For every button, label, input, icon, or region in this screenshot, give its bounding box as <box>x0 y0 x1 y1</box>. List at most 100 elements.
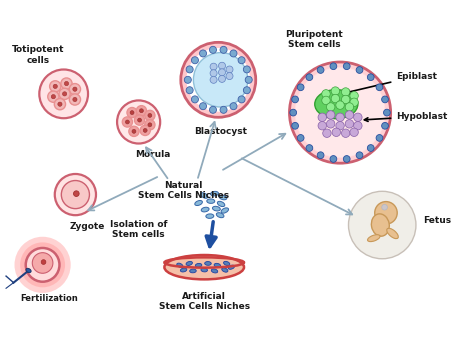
Circle shape <box>186 48 250 112</box>
Circle shape <box>336 101 344 109</box>
Circle shape <box>290 109 297 116</box>
Circle shape <box>292 96 299 103</box>
Text: Pluripotent
Stem cells: Pluripotent Stem cells <box>285 30 343 49</box>
Text: Epiblast: Epiblast <box>346 71 438 94</box>
Circle shape <box>59 88 70 100</box>
Circle shape <box>210 76 217 83</box>
Circle shape <box>306 74 313 81</box>
Circle shape <box>61 180 90 209</box>
Circle shape <box>41 260 46 264</box>
Text: Hypoblast: Hypoblast <box>365 112 447 121</box>
Circle shape <box>200 50 207 57</box>
Circle shape <box>382 96 388 103</box>
Circle shape <box>63 92 67 96</box>
Ellipse shape <box>195 201 202 205</box>
Ellipse shape <box>195 263 202 267</box>
Circle shape <box>238 57 245 64</box>
Circle shape <box>375 202 397 224</box>
Circle shape <box>219 62 226 69</box>
Circle shape <box>127 108 137 118</box>
Circle shape <box>139 109 144 113</box>
Circle shape <box>137 105 146 116</box>
Ellipse shape <box>190 269 196 273</box>
Ellipse shape <box>221 208 228 213</box>
Circle shape <box>356 152 363 159</box>
Circle shape <box>210 106 217 113</box>
Ellipse shape <box>177 263 183 268</box>
Circle shape <box>297 135 304 141</box>
Circle shape <box>184 76 191 83</box>
Circle shape <box>317 152 324 159</box>
Ellipse shape <box>315 90 358 119</box>
Ellipse shape <box>186 261 192 265</box>
Circle shape <box>323 129 331 137</box>
Circle shape <box>61 78 72 89</box>
Circle shape <box>191 57 199 64</box>
Circle shape <box>15 237 71 293</box>
Circle shape <box>58 102 62 106</box>
Circle shape <box>343 63 350 70</box>
Text: Fetus: Fetus <box>423 216 452 225</box>
Circle shape <box>186 87 193 94</box>
Ellipse shape <box>228 265 235 269</box>
Ellipse shape <box>387 228 398 239</box>
Ellipse shape <box>201 268 208 272</box>
Ellipse shape <box>164 255 244 279</box>
Circle shape <box>341 95 350 104</box>
Text: Natural
Stem Cells Niches: Natural Stem Cells Niches <box>137 180 228 200</box>
Ellipse shape <box>224 261 230 265</box>
Ellipse shape <box>26 268 31 273</box>
Circle shape <box>73 191 79 196</box>
Circle shape <box>126 120 129 124</box>
Circle shape <box>50 81 61 92</box>
Ellipse shape <box>207 199 215 203</box>
Circle shape <box>135 115 145 125</box>
Circle shape <box>327 120 335 128</box>
Circle shape <box>26 248 59 282</box>
Text: Fertilization: Fertilization <box>21 294 79 303</box>
Circle shape <box>210 46 217 53</box>
Circle shape <box>332 128 340 136</box>
Circle shape <box>69 84 81 95</box>
Circle shape <box>210 63 217 70</box>
Circle shape <box>382 122 388 129</box>
Circle shape <box>345 111 354 119</box>
Circle shape <box>350 98 358 107</box>
Text: Totipotent
cells: Totipotent cells <box>12 45 64 65</box>
Circle shape <box>64 82 69 86</box>
Circle shape <box>295 68 385 158</box>
Circle shape <box>327 103 335 111</box>
Circle shape <box>55 174 96 215</box>
Circle shape <box>331 87 339 95</box>
Circle shape <box>48 91 59 102</box>
Text: Artificial
Stem Cells Niches: Artificial Stem Cells Niches <box>159 291 250 311</box>
Circle shape <box>181 42 256 117</box>
Text: Blastocyst: Blastocyst <box>194 127 247 136</box>
Circle shape <box>322 96 330 105</box>
Text: Morula: Morula <box>135 150 170 159</box>
Circle shape <box>382 204 387 210</box>
Circle shape <box>306 145 313 151</box>
Circle shape <box>243 87 250 94</box>
Circle shape <box>292 122 299 129</box>
Circle shape <box>148 123 152 127</box>
Ellipse shape <box>214 263 220 267</box>
Circle shape <box>245 76 252 83</box>
Circle shape <box>130 111 134 115</box>
Circle shape <box>343 155 350 162</box>
Circle shape <box>143 128 147 132</box>
Ellipse shape <box>201 207 209 212</box>
Ellipse shape <box>212 206 220 211</box>
Circle shape <box>145 120 155 130</box>
Ellipse shape <box>219 195 227 200</box>
Circle shape <box>148 113 152 117</box>
Circle shape <box>331 94 339 103</box>
Circle shape <box>193 53 248 107</box>
Ellipse shape <box>201 193 208 198</box>
Ellipse shape <box>210 192 219 196</box>
Circle shape <box>129 126 139 136</box>
Circle shape <box>32 253 53 273</box>
Circle shape <box>200 103 207 110</box>
Circle shape <box>122 117 133 127</box>
Circle shape <box>186 66 193 73</box>
